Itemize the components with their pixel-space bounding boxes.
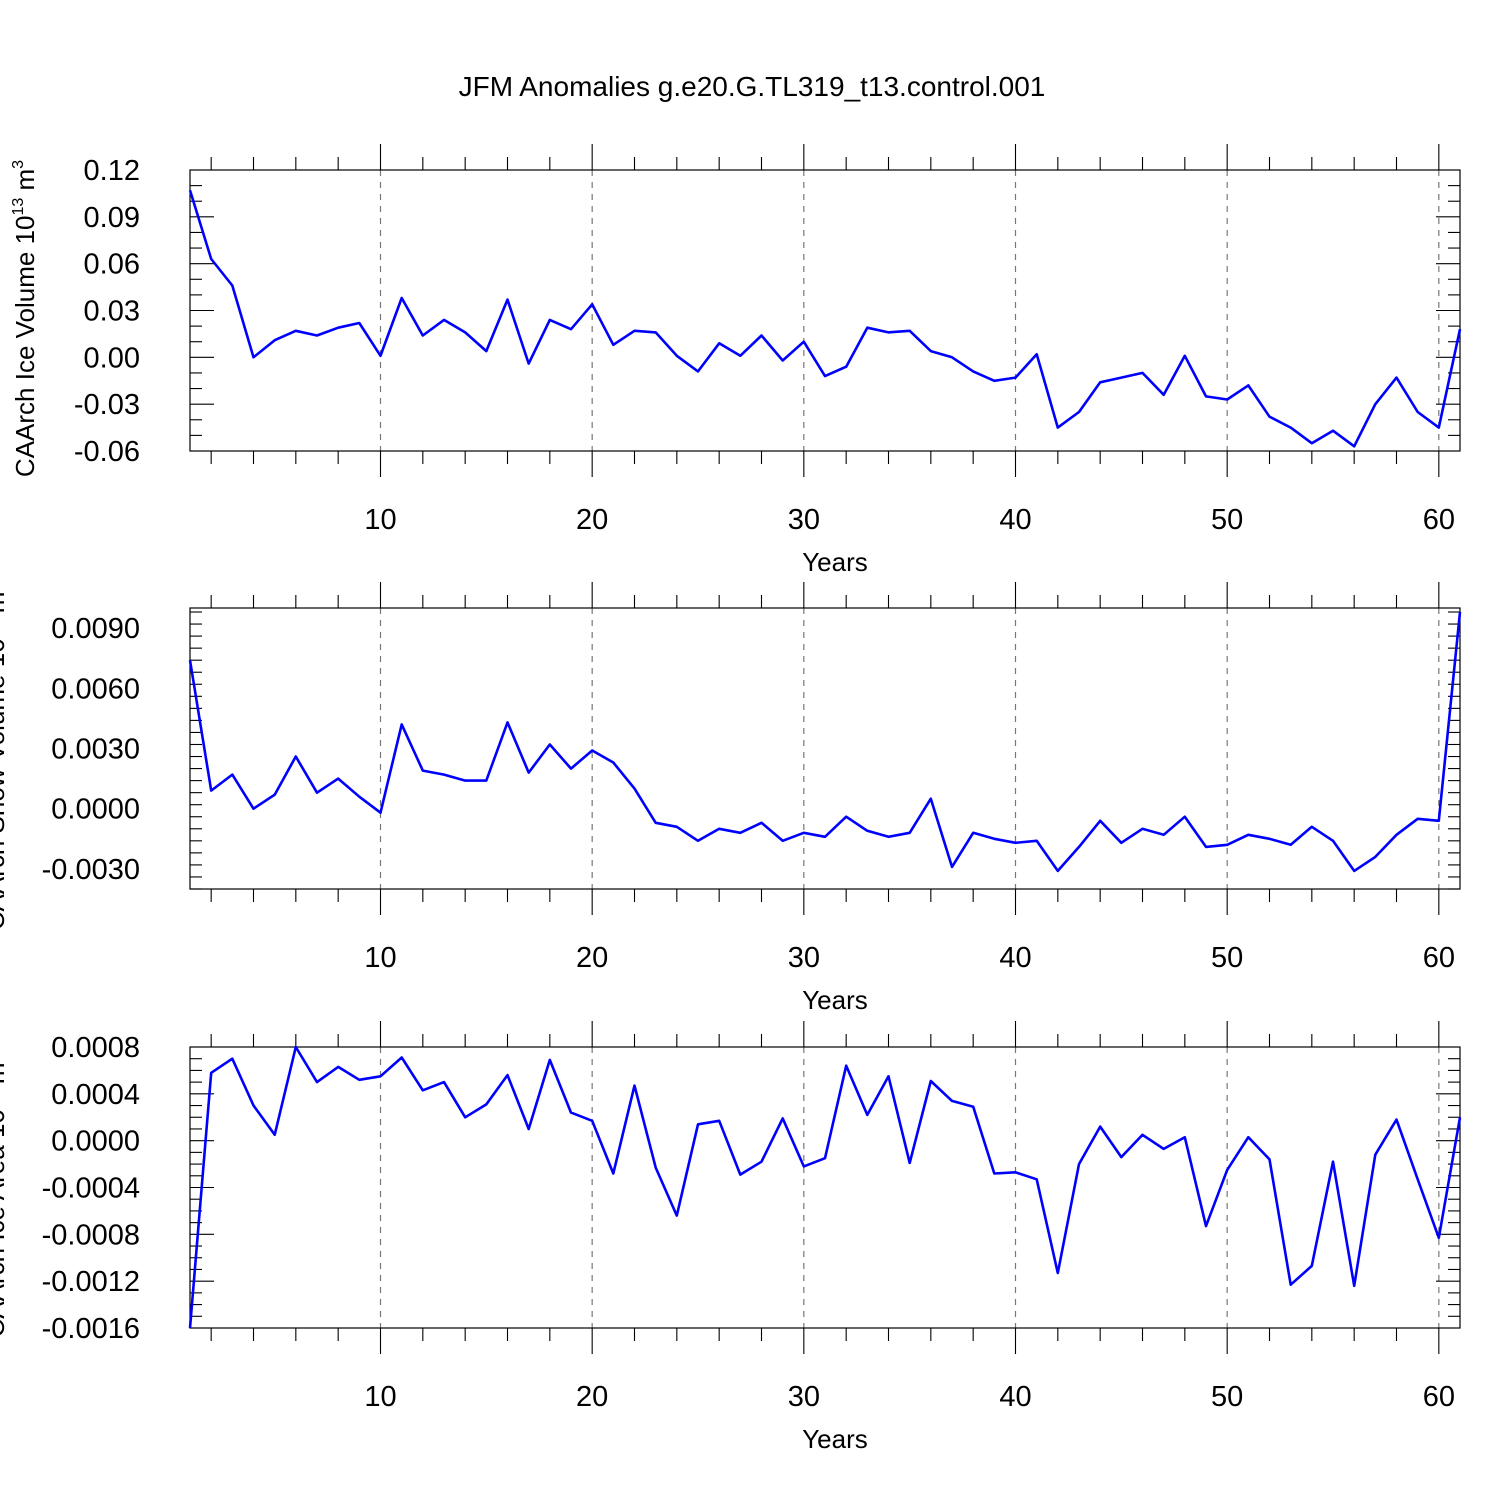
y-tick-label: -0.0030 xyxy=(42,854,140,886)
y-tick-label: 0.0000 xyxy=(51,1126,140,1158)
plot-frame xyxy=(189,169,1461,452)
x-tick-label: 10 xyxy=(364,504,396,536)
y-tick-label: -0.06 xyxy=(74,436,140,468)
series-line xyxy=(188,189,1462,448)
y-tick-label: 0.0060 xyxy=(51,673,140,705)
x-tick-label: 40 xyxy=(999,504,1031,536)
x-tick-label: 60 xyxy=(1423,942,1455,974)
x-tick-label: 40 xyxy=(999,1381,1031,1413)
y-tick-label: 0.06 xyxy=(84,249,140,281)
plot-frame xyxy=(189,607,1461,890)
plot-frame xyxy=(189,1046,1461,1329)
x-tick-label: 10 xyxy=(364,1381,396,1413)
y-tick-label: 0.12 xyxy=(84,155,140,187)
x-tick-label: 20 xyxy=(576,504,608,536)
y-tick-label: -0.0012 xyxy=(42,1266,140,1298)
y-tick-label: 0.00 xyxy=(84,342,140,374)
x-tick-label: 60 xyxy=(1423,504,1455,536)
x-tick-label: 10 xyxy=(364,942,396,974)
y-tick-label: -0.0008 xyxy=(42,1219,140,1251)
x-tick-label: 50 xyxy=(1211,942,1243,974)
x-tick-label: 50 xyxy=(1211,1381,1243,1413)
panel-ice-area: 10 20 30 40 50 60 -0.0016 -0.0012 -0.0008 -0.0004… xyxy=(0,1021,1462,1454)
y-tick-label: 0.0008 xyxy=(51,1032,140,1064)
y-tick-label: 0.0000 xyxy=(51,794,140,826)
series-line xyxy=(188,1045,1462,1329)
y-tick-label: -0.0004 xyxy=(42,1173,140,1205)
x-axis-label: Years xyxy=(802,985,868,1015)
y-tick-label: 0.0004 xyxy=(51,1079,140,1111)
x-tick-label: 50 xyxy=(1211,504,1243,536)
x-tick-label: 60 xyxy=(1423,1381,1455,1413)
y-tick-label: 0.09 xyxy=(84,202,140,234)
y-axis-label: CAArch Ice Volume 1013 m3 xyxy=(10,160,40,477)
y-tick-label: -0.03 xyxy=(74,389,140,421)
chart-title: JFM Anomalies g.e20.G.TL319_t13.control.… xyxy=(459,71,1046,102)
x-tick-label: 30 xyxy=(788,1381,820,1413)
y-axis-label: CAArch Ice Area 1013 m2 xyxy=(0,1053,10,1337)
panel-ice-volume: 10 20 30 40 50 60 -0.06 -0.03 0.00 0.03 0.06 0.09 0.… xyxy=(10,144,1462,577)
panel-snow-volume: 10 20 30 40 50 60 -0.0030 0.0000 0.0030 0.0060 0.0… xyxy=(0,582,1462,1015)
x-axis-label: Years xyxy=(802,547,868,577)
x-tick-label: 20 xyxy=(576,942,608,974)
y-tick-label: 0.0090 xyxy=(51,613,140,645)
x-tick-label: 30 xyxy=(788,942,820,974)
x-tick-label: 30 xyxy=(788,504,820,536)
y-tick-label: 0.03 xyxy=(84,296,140,328)
x-tick-label: 20 xyxy=(576,1381,608,1413)
y-tick-label: 0.0030 xyxy=(51,734,140,766)
x-tick-label: 40 xyxy=(999,942,1031,974)
x-axis-label: Years xyxy=(802,1424,868,1454)
y-tick-label: -0.0016 xyxy=(42,1313,140,1345)
y-axis-label: CAArch Snow Volume 1013 m3 xyxy=(0,583,10,931)
series-line xyxy=(188,611,1462,873)
